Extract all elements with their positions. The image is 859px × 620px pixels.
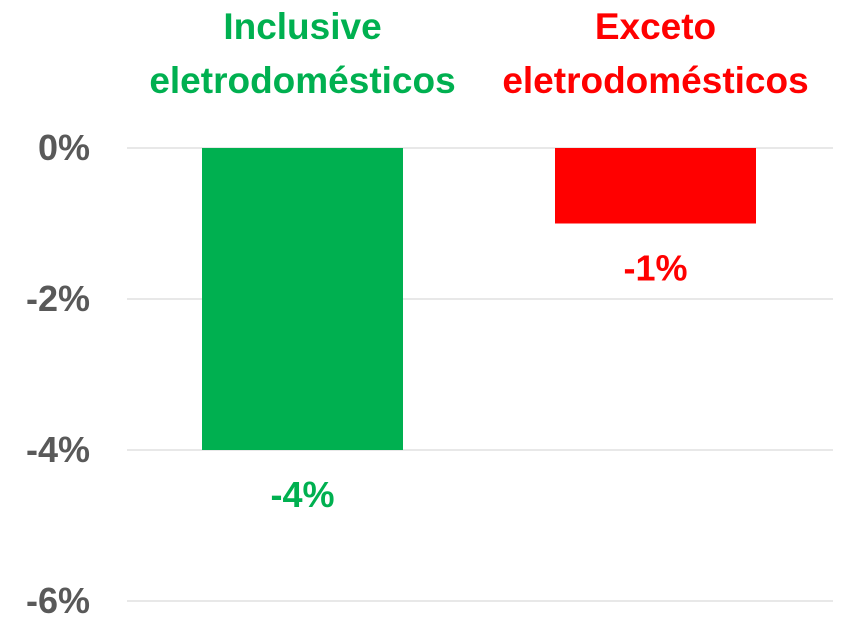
- category-labels: Inclusive eletrodomésticos Exceto eletrodom…: [149, 6, 808, 101]
- category-label-line1: Inclusive: [223, 6, 381, 47]
- bar: [555, 148, 756, 224]
- y-tick-label: -2%: [26, 278, 90, 319]
- bar: [202, 148, 403, 450]
- y-tick-label: 0%: [38, 127, 90, 168]
- y-tick-label: -4%: [26, 429, 90, 470]
- data-label: -1%: [623, 248, 687, 289]
- bars: [202, 148, 756, 450]
- category-label-line1: Exceto: [595, 6, 716, 47]
- category-label-line2: eletrodomésticos: [502, 60, 808, 101]
- y-tick-label: -6%: [26, 580, 90, 620]
- data-label: -4%: [270, 474, 334, 515]
- data-labels: -4% -1%: [270, 248, 687, 516]
- category-label-line2: eletrodomésticos: [149, 60, 455, 101]
- y-axis-tick-labels: 0% -2% -4% -6%: [26, 127, 90, 620]
